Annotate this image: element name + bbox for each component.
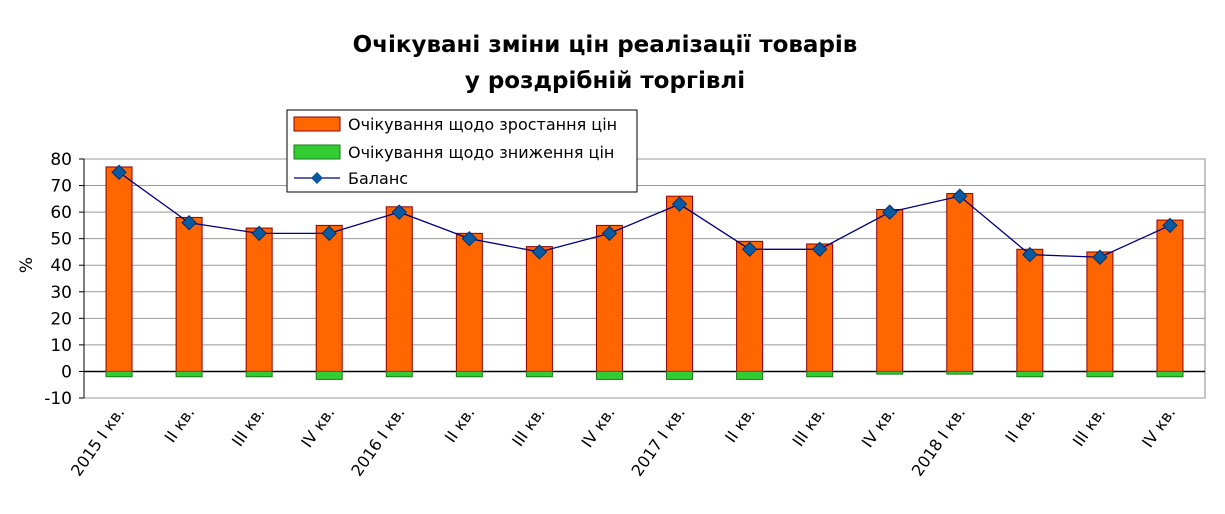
bar-rise xyxy=(1086,251,1114,372)
bar-rise xyxy=(455,232,483,372)
chart-title-line1: Очікувані зміни цін реалізації товарів xyxy=(352,32,858,58)
bar-rise xyxy=(175,216,203,372)
balance-marker xyxy=(741,241,758,257)
balance-marker xyxy=(391,204,407,220)
balance-marker xyxy=(601,225,618,242)
bar-rise xyxy=(315,224,343,372)
y-tick-label: 50 xyxy=(50,230,72,250)
bar-fall xyxy=(595,370,623,380)
chart-title-line2: у роздрібній торгівлі xyxy=(464,68,746,94)
balance-marker xyxy=(1022,246,1038,263)
bar-fall xyxy=(736,370,764,380)
bar-rise xyxy=(525,246,553,372)
balance-marker xyxy=(531,244,548,260)
x-tick-label: ІІІ кв. xyxy=(228,403,268,449)
bar-fall xyxy=(806,370,834,378)
legend-label-fall: Очікування щодо зниження цін xyxy=(348,143,614,162)
y-tick-label: 20 xyxy=(50,309,72,329)
legend-swatch-balance-marker xyxy=(311,172,323,184)
balance-marker xyxy=(671,196,688,212)
x-tick-label: ІІІ кв. xyxy=(788,403,828,449)
bar-rise xyxy=(806,243,834,372)
bar-fall xyxy=(1016,370,1044,378)
bar-fall xyxy=(315,370,343,380)
x-tick-label: 2017 І кв. xyxy=(627,403,688,479)
y-tick-label: -10 xyxy=(44,389,72,409)
balance-marker xyxy=(251,225,267,242)
bar-fall xyxy=(876,370,904,375)
bar-rise xyxy=(245,227,273,372)
legend-swatch-fall xyxy=(293,144,341,160)
balance-marker xyxy=(181,215,197,231)
x-tick-label: ІV кв. xyxy=(297,403,338,451)
balance-marker xyxy=(882,204,898,220)
x-tick-label: 2018 І кв. xyxy=(908,403,969,479)
legend-swatch-rise xyxy=(293,116,341,132)
balance-marker xyxy=(321,225,337,242)
bar-fall xyxy=(175,370,203,378)
x-tick-label: ІV кв. xyxy=(577,403,618,451)
balance-marker xyxy=(111,164,127,180)
balance-marker xyxy=(461,230,478,247)
bar-fall xyxy=(245,370,273,378)
y-tick-label: 40 xyxy=(50,256,72,276)
legend-label-balance: Баланс xyxy=(348,169,408,188)
bar-fall xyxy=(1086,370,1114,378)
bar-rise xyxy=(1016,248,1044,372)
x-tick-label: ІV кв. xyxy=(858,403,899,451)
x-tick-label: 2016 І кв. xyxy=(347,403,408,479)
balance-marker xyxy=(952,188,968,204)
bar-rise xyxy=(105,166,133,372)
bar-rise xyxy=(666,195,694,372)
x-tick-label: ІІ кв. xyxy=(721,403,759,446)
bar-fall xyxy=(525,370,553,378)
legend-label-rise: Очікування щодо зростання цін xyxy=(348,115,617,134)
legend xyxy=(286,109,638,193)
x-tick-label: ІІІ кв. xyxy=(1069,403,1109,449)
x-tick-label: ІІІ кв. xyxy=(508,403,548,449)
y-tick-label: 0 xyxy=(61,362,72,382)
x-tick-label: ІІ кв. xyxy=(441,403,479,446)
bar-fall xyxy=(455,370,483,378)
y-tick-label: 10 xyxy=(50,336,72,356)
bar-fall xyxy=(1156,370,1184,378)
x-tick-label: ІV кв. xyxy=(1138,403,1179,451)
bar-fall xyxy=(946,370,974,375)
x-tick-label: 2015 І кв. xyxy=(67,403,128,479)
y-tick-label: 80 xyxy=(50,150,72,170)
bar-rise xyxy=(876,208,904,372)
bar-rise xyxy=(385,206,413,372)
bar-fall xyxy=(105,370,133,378)
x-tick-label: ІІ кв. xyxy=(1001,403,1039,446)
balance-marker xyxy=(1092,249,1108,265)
bar-fall xyxy=(385,370,413,378)
bar-rise xyxy=(1156,219,1184,372)
bar-rise xyxy=(595,224,623,372)
y-tick-label: 70 xyxy=(50,177,72,197)
bar-rise xyxy=(736,240,764,372)
x-tick-label: ІІ кв. xyxy=(161,403,199,446)
balance-marker xyxy=(1162,217,1178,234)
y-axis-label: % xyxy=(17,257,37,273)
balance-line xyxy=(118,171,1171,258)
bar-rise xyxy=(946,193,974,372)
y-tick-label: 30 xyxy=(50,283,72,303)
balance-marker xyxy=(811,241,828,257)
y-tick-label: 60 xyxy=(50,203,72,223)
bar-fall xyxy=(666,370,694,380)
